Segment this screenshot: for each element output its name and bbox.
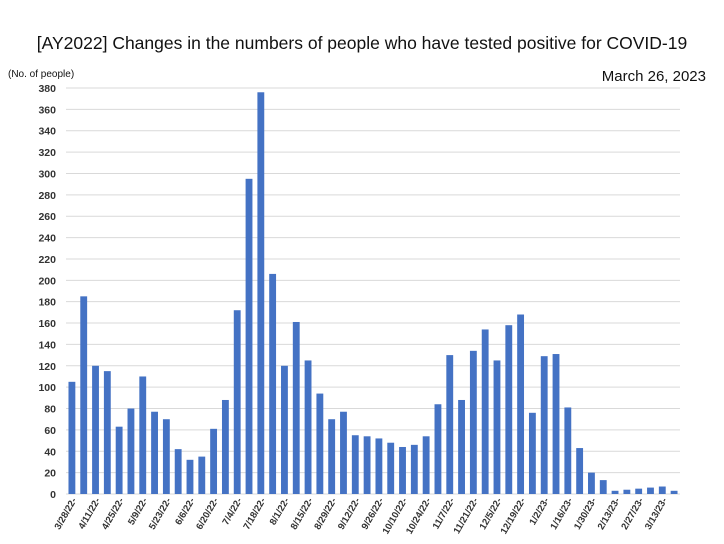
x-tick-label: 7/18/22- [241,496,268,532]
y-tick-label: 340 [38,126,56,138]
bar [434,404,442,494]
y-tick-label: 80 [44,404,56,416]
bars [68,92,678,494]
bar [281,365,288,494]
y-tick-label: 200 [38,275,56,287]
x-tick-label: 8/1/22- [268,496,292,527]
bar [658,486,666,494]
bar [670,490,678,494]
y-tick-label: 300 [38,168,56,180]
bar [162,419,170,494]
bar [611,490,619,494]
y-tick-label: 180 [38,297,56,309]
bar [635,488,643,494]
bar [186,459,194,494]
y-tick-label: 140 [38,339,56,351]
bar [304,360,312,494]
grid-lines [66,87,680,495]
bar [375,438,383,494]
bar [517,314,525,494]
bar [269,273,277,494]
bar [528,412,536,494]
bar [292,321,300,494]
bar [564,407,572,494]
bar [115,426,123,494]
x-tick-label: 3/28/22- [53,496,80,532]
bar [233,310,241,494]
y-tick-labels: 0 20 40 60 80 100 120 140 160 180 200 220 240 260 280 3… [38,83,56,501]
x-tick-label: 6/6/22- [173,496,197,527]
bar [221,399,229,494]
bar [481,329,489,494]
y-tick-label: 240 [38,233,56,245]
x-tick-label: 6/20/22- [194,496,221,532]
y-tick-label: 100 [38,382,56,394]
bar [174,449,182,494]
bar [340,411,347,494]
bar [257,92,265,494]
bar [599,480,607,494]
y-tick-label: 280 [38,190,56,202]
bar [446,355,454,494]
y-tick-label: 260 [38,211,56,223]
bar [469,350,477,494]
bar [505,325,513,494]
y-tick-label: 320 [38,147,56,159]
y-tick-label: 60 [44,425,56,437]
bar [493,360,501,494]
bar [540,356,548,494]
chart-title: [AY2022] Changes in the numbers of peopl… [37,33,687,53]
bar [127,408,135,494]
bar [198,456,206,494]
bar [92,365,99,494]
y-tick-label: 220 [38,254,56,266]
bar [328,419,336,494]
y-axis-label: (No. of people) [8,69,74,80]
x-tick-label: 5/9/22- [126,496,150,527]
bar [588,472,595,494]
bar [210,428,218,494]
bar [363,436,371,494]
bar [458,399,465,494]
bar [576,448,584,494]
y-tick-label: 20 [44,468,56,480]
bar [139,376,147,494]
bar [103,371,111,494]
x-tick-labels: 3/28/22-4/11/22-4/25/22- 5/9/22-5/23/22- 6… [53,496,670,536]
y-tick-label: 0 [50,489,56,501]
x-tick-label: 5/23/22- [147,496,174,532]
bar [623,489,631,494]
x-tick-label: 3/13/23- [643,496,670,532]
x-tick-label: 7/4/22- [220,496,244,527]
y-tick-label: 120 [38,361,56,373]
y-tick-label: 40 [44,446,56,458]
chart-date: March 26, 2023 [602,68,706,85]
bar [316,393,324,494]
x-tick-label: 1/2/23- [527,496,551,527]
y-tick-label: 380 [38,83,56,95]
bar [80,296,88,494]
bar [151,411,158,494]
y-tick-label: 160 [38,318,56,330]
bar [387,442,395,494]
bar [647,487,654,494]
bar [422,436,430,494]
bar [552,354,560,494]
y-tick-label: 360 [38,104,56,116]
bar [410,444,418,494]
bar [351,435,359,494]
bar [68,381,76,494]
bar [399,446,406,494]
x-tick-label: 4/25/22- [100,496,127,532]
bar [245,178,253,494]
